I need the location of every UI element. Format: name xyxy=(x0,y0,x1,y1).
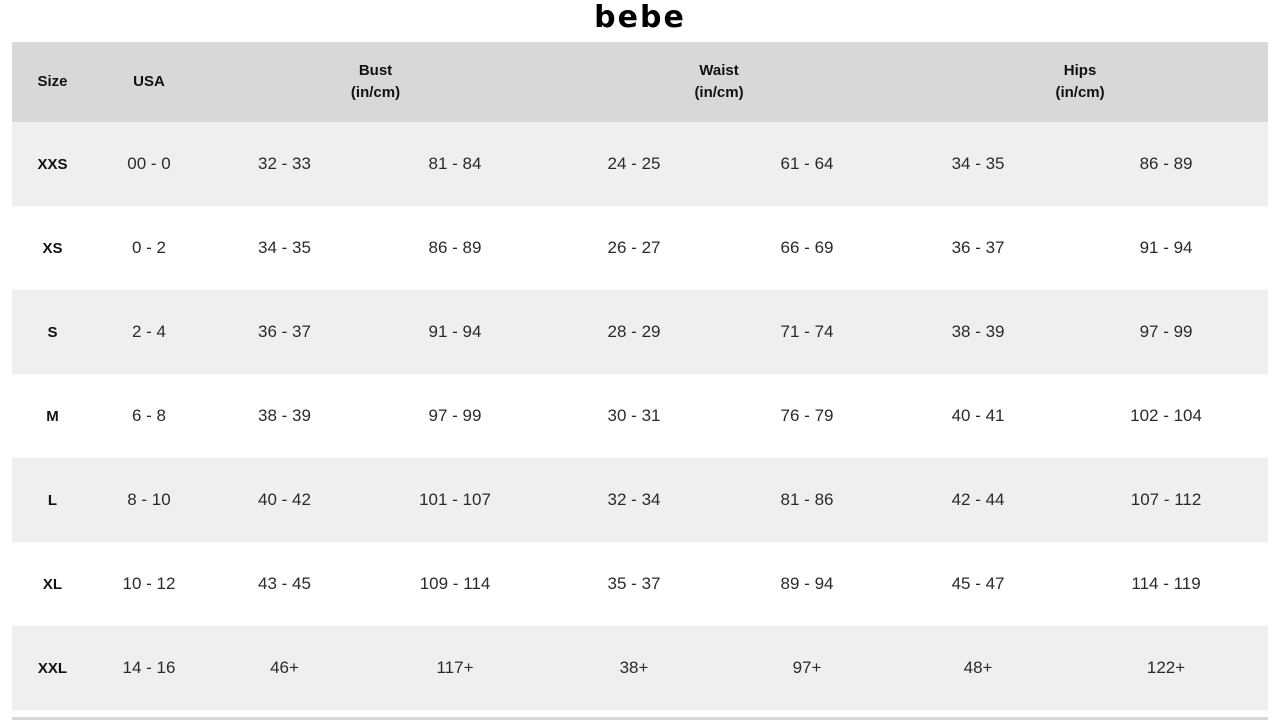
table-row-xxl: XXL 14 - 16 46+ 117+ 38+ 97+ 48+ 122+ xyxy=(12,626,1269,710)
size-cell: XXL xyxy=(37,659,68,677)
column-header-bust-label: Bust xyxy=(358,62,393,80)
column-header-size: Size xyxy=(37,73,68,91)
column-header-hips: Hips (in/cm) xyxy=(892,42,1268,122)
hips-in-cell: 36 - 37 xyxy=(951,238,1005,257)
waist-cm-cell: 89 - 94 xyxy=(780,574,834,593)
bottom-gap xyxy=(0,710,1280,717)
waist-in-cell: 24 - 25 xyxy=(607,154,661,173)
waist-in-cell: 38+ xyxy=(619,658,649,677)
waist-in-cell: 32 - 34 xyxy=(607,490,661,509)
hips-cm-cell: 107 - 112 xyxy=(1130,490,1202,509)
size-cell: XXS xyxy=(37,155,68,173)
table-row-s: S 2 - 4 36 - 37 91 - 94 28 - 29 71 - 74 … xyxy=(12,290,1269,374)
waist-cm-cell: 81 - 86 xyxy=(780,490,834,509)
usa-cell: 6 - 8 xyxy=(131,406,167,425)
hips-in-cell: 38 - 39 xyxy=(951,322,1005,341)
waist-in-cell: 28 - 29 xyxy=(607,322,661,341)
column-header-hips-label: Hips xyxy=(1063,62,1097,80)
hips-cm-cell: 97 - 99 xyxy=(1139,322,1193,341)
hips-cm-cell: 91 - 94 xyxy=(1139,238,1193,257)
bust-in-cell: 34 - 35 xyxy=(258,238,311,257)
waist-in-cell: 30 - 31 xyxy=(607,406,661,425)
next-section-edge xyxy=(12,717,1268,720)
bust-cm-cell: 109 - 114 xyxy=(419,574,491,593)
table-row-xl: XL 10 - 12 43 - 45 109 - 114 35 - 37 89 … xyxy=(12,542,1269,626)
size-chart-table: Size USA Bust (in/cm) Waist (in/cm) Hips… xyxy=(12,42,1269,710)
table-row-xxs: XXS 00 - 0 32 - 33 81 - 84 24 - 25 61 - … xyxy=(12,122,1269,206)
usa-cell: 14 - 16 xyxy=(122,658,176,677)
bust-in-cell: 46+ xyxy=(270,658,299,677)
waist-in-cell: 35 - 37 xyxy=(607,574,661,593)
bust-in-cell: 40 - 42 xyxy=(258,490,311,509)
column-header-bust-unit: (in/cm) xyxy=(350,84,401,101)
column-header-hips-unit: (in/cm) xyxy=(1055,84,1105,101)
brand-header: bebe xyxy=(0,0,1280,42)
bust-in-cell: 32 - 33 xyxy=(258,154,311,173)
usa-cell: 00 - 0 xyxy=(127,154,171,173)
waist-in-cell: 26 - 27 xyxy=(607,238,661,257)
hips-in-cell: 34 - 35 xyxy=(951,154,1005,173)
size-cell: L xyxy=(47,491,58,509)
hips-in-cell: 48+ xyxy=(963,658,993,677)
hips-in-cell: 42 - 44 xyxy=(951,490,1005,509)
waist-cm-cell: 97+ xyxy=(792,658,822,677)
table-row-l: L 8 - 10 40 - 42 101 - 107 32 - 34 81 - … xyxy=(12,458,1269,542)
table-row-m: M 6 - 8 38 - 39 97 - 99 30 - 31 76 - 79 … xyxy=(12,374,1269,458)
hips-cm-cell: 122+ xyxy=(1146,658,1186,677)
waist-cm-cell: 66 - 69 xyxy=(780,238,834,257)
bust-cm-cell: 86 - 89 xyxy=(428,238,482,257)
column-header-waist-unit: (in/cm) xyxy=(694,84,744,101)
usa-cell: 2 - 4 xyxy=(131,322,167,341)
bust-cm-cell: 81 - 84 xyxy=(428,154,482,173)
hips-cm-cell: 86 - 89 xyxy=(1139,154,1193,173)
bust-cm-cell: 101 - 107 xyxy=(419,490,491,509)
bust-cm-cell: 91 - 94 xyxy=(428,322,482,341)
hips-cm-cell: 114 - 119 xyxy=(1131,574,1201,593)
waist-cm-cell: 61 - 64 xyxy=(780,154,834,173)
brand-logo: bebe xyxy=(594,0,686,35)
header-row: Size USA Bust (in/cm) Waist (in/cm) Hips… xyxy=(12,42,1269,122)
column-header-waist-label: Waist xyxy=(699,62,739,80)
bust-in-cell: 43 - 45 xyxy=(258,574,311,593)
bust-cm-cell: 97 - 99 xyxy=(428,406,482,425)
size-cell: XL xyxy=(42,575,63,593)
table-row-xs: XS 0 - 2 34 - 35 86 - 89 26 - 27 66 - 69… xyxy=(12,206,1269,290)
size-cell: M xyxy=(46,407,59,425)
size-cell: S xyxy=(47,323,58,341)
waist-cm-cell: 71 - 74 xyxy=(780,322,834,341)
bust-in-cell: 36 - 37 xyxy=(258,322,311,341)
waist-cm-cell: 76 - 79 xyxy=(780,406,834,425)
size-cell: XS xyxy=(42,239,63,257)
usa-cell: 8 - 10 xyxy=(127,490,171,509)
column-header-usa: USA xyxy=(133,73,165,91)
hips-in-cell: 45 - 47 xyxy=(951,574,1005,593)
usa-cell: 0 - 2 xyxy=(131,238,167,257)
bust-in-cell: 38 - 39 xyxy=(258,406,311,425)
hips-in-cell: 40 - 41 xyxy=(951,406,1005,425)
bust-cm-cell: 117+ xyxy=(436,658,474,677)
usa-cell: 10 - 12 xyxy=(122,574,176,593)
hips-cm-cell: 102 - 104 xyxy=(1130,406,1202,425)
column-header-bust: Bust (in/cm) xyxy=(205,42,546,122)
column-header-waist: Waist (in/cm) xyxy=(546,42,892,122)
